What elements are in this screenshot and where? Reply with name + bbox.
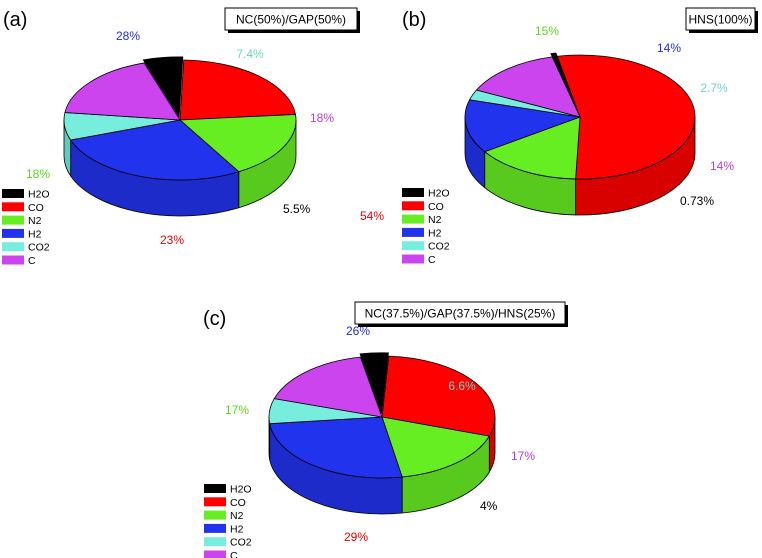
legend-label-H2O: H2O bbox=[428, 188, 450, 200]
slice-label-CO: 54% bbox=[360, 209, 384, 223]
legend-label-CO2: CO2 bbox=[28, 242, 50, 254]
legend-swatch-CO bbox=[402, 201, 424, 211]
slice-label-CO: 29% bbox=[344, 530, 368, 544]
panel-label: (b) bbox=[402, 9, 426, 31]
slice-label-C: 17% bbox=[511, 449, 535, 463]
slice-label-H2: 26% bbox=[346, 324, 370, 338]
legend-swatch-H2O bbox=[2, 189, 24, 198]
legend-swatch-C bbox=[2, 255, 24, 265]
legend-label-CO: CO bbox=[230, 497, 246, 509]
slice-label-CO: 23% bbox=[160, 233, 184, 247]
slice-label-CO2: 7.4% bbox=[236, 47, 264, 61]
pie-slice-H2 bbox=[269, 416, 403, 479]
legend-swatch-C bbox=[402, 254, 424, 264]
slice-label-N2: 15% bbox=[535, 24, 559, 38]
pie-slice-N2 bbox=[178, 114, 297, 173]
legend-swatch-N2 bbox=[402, 214, 424, 224]
legend-swatch-CO2 bbox=[2, 242, 24, 252]
legend-swatch-N2 bbox=[204, 510, 226, 520]
chart-title: HNS(100%) bbox=[688, 13, 752, 27]
legend-label-CO: CO bbox=[428, 201, 444, 213]
pie-slice-N2 bbox=[381, 416, 490, 478]
legend-label-H2: H2 bbox=[230, 523, 244, 535]
legend-label-C: C bbox=[28, 255, 36, 267]
legend-swatch-H2O bbox=[204, 484, 226, 493]
slice-label-CO2: 6.6% bbox=[448, 379, 476, 393]
pie-slice-H2O bbox=[359, 352, 389, 414]
title-box bbox=[685, 7, 756, 31]
slice-label-N2: 18% bbox=[26, 167, 50, 181]
pie-slice-N2 bbox=[483, 116, 581, 180]
slice-label-H2: 28% bbox=[116, 29, 140, 43]
legend-label-H2: H2 bbox=[428, 227, 442, 239]
pie-slice-H2 bbox=[69, 119, 240, 181]
legend-label-N2: N2 bbox=[28, 215, 42, 227]
panel-label: (c) bbox=[203, 308, 226, 330]
legend-swatch-H2 bbox=[204, 523, 226, 533]
legend-label-H2O: H2O bbox=[28, 189, 50, 201]
pie-slice-CO bbox=[381, 355, 496, 437]
legend-swatch-H2 bbox=[402, 227, 424, 237]
slice-label-C: 14% bbox=[710, 159, 734, 173]
title-box bbox=[224, 7, 358, 31]
legend-swatch-CO bbox=[204, 497, 226, 507]
pie-slice-H2O bbox=[142, 56, 184, 119]
chart-title: NC(37.5%)/GAP(37.5%)/HNS(25%) bbox=[365, 307, 556, 321]
legend-swatch-CO bbox=[2, 202, 24, 212]
slice-label-C: 18% bbox=[310, 111, 334, 125]
slice-label-H2: 14% bbox=[657, 41, 681, 55]
legend-swatch-H2O bbox=[402, 188, 424, 197]
legend-label-C: C bbox=[230, 550, 238, 558]
pie-slice-C bbox=[64, 62, 181, 121]
pie-slice-CO bbox=[556, 54, 696, 180]
legend-label-N2: N2 bbox=[230, 510, 244, 522]
legend-swatch-CO2 bbox=[402, 241, 424, 251]
legend-swatch-N2 bbox=[2, 215, 24, 225]
slice-label-H2O: 4% bbox=[480, 499, 498, 513]
legend-label-CO: CO bbox=[28, 202, 44, 214]
legend-label-C: C bbox=[428, 254, 436, 266]
pie-slice-CO bbox=[179, 59, 296, 121]
legend-label-CO2: CO2 bbox=[230, 537, 252, 549]
title-box bbox=[354, 301, 566, 325]
pie-panel-0: 5.5% 23% 18% 28% 7.4% 18% (a) NC(50%)/GAP(50%) H… bbox=[2, 7, 360, 267]
panel-label: (a) bbox=[3, 9, 27, 31]
pie-panel-1: 0.73% 54% 15% 14% 2.7% 14% (b) HNS(100%) H2OCON2… bbox=[360, 7, 758, 266]
legend-label-H2O: H2O bbox=[230, 484, 252, 496]
slice-label-H2O: 5.5% bbox=[283, 202, 311, 216]
chart-title: NC(50%)/GAP(50%) bbox=[236, 13, 346, 27]
legend-label-H2: H2 bbox=[28, 228, 42, 240]
legend-label-N2: N2 bbox=[428, 214, 442, 226]
legend-swatch-CO2 bbox=[204, 537, 226, 547]
legend-label-CO2: CO2 bbox=[428, 241, 450, 253]
slice-label-N2: 17% bbox=[225, 403, 249, 417]
slice-label-CO2: 2.7% bbox=[700, 81, 728, 95]
pie-slice-C bbox=[475, 56, 581, 118]
legend-swatch-C bbox=[204, 550, 226, 558]
slice-label-H2O: 0.73% bbox=[680, 194, 714, 208]
pie-slice-C bbox=[273, 356, 383, 418]
legend-swatch-H2 bbox=[2, 228, 24, 238]
pie-panel-2: 4% 29% 17% 26% 6.6% 17% (c) NC(37.5%)/GAP(37.5%… bbox=[203, 301, 568, 558]
